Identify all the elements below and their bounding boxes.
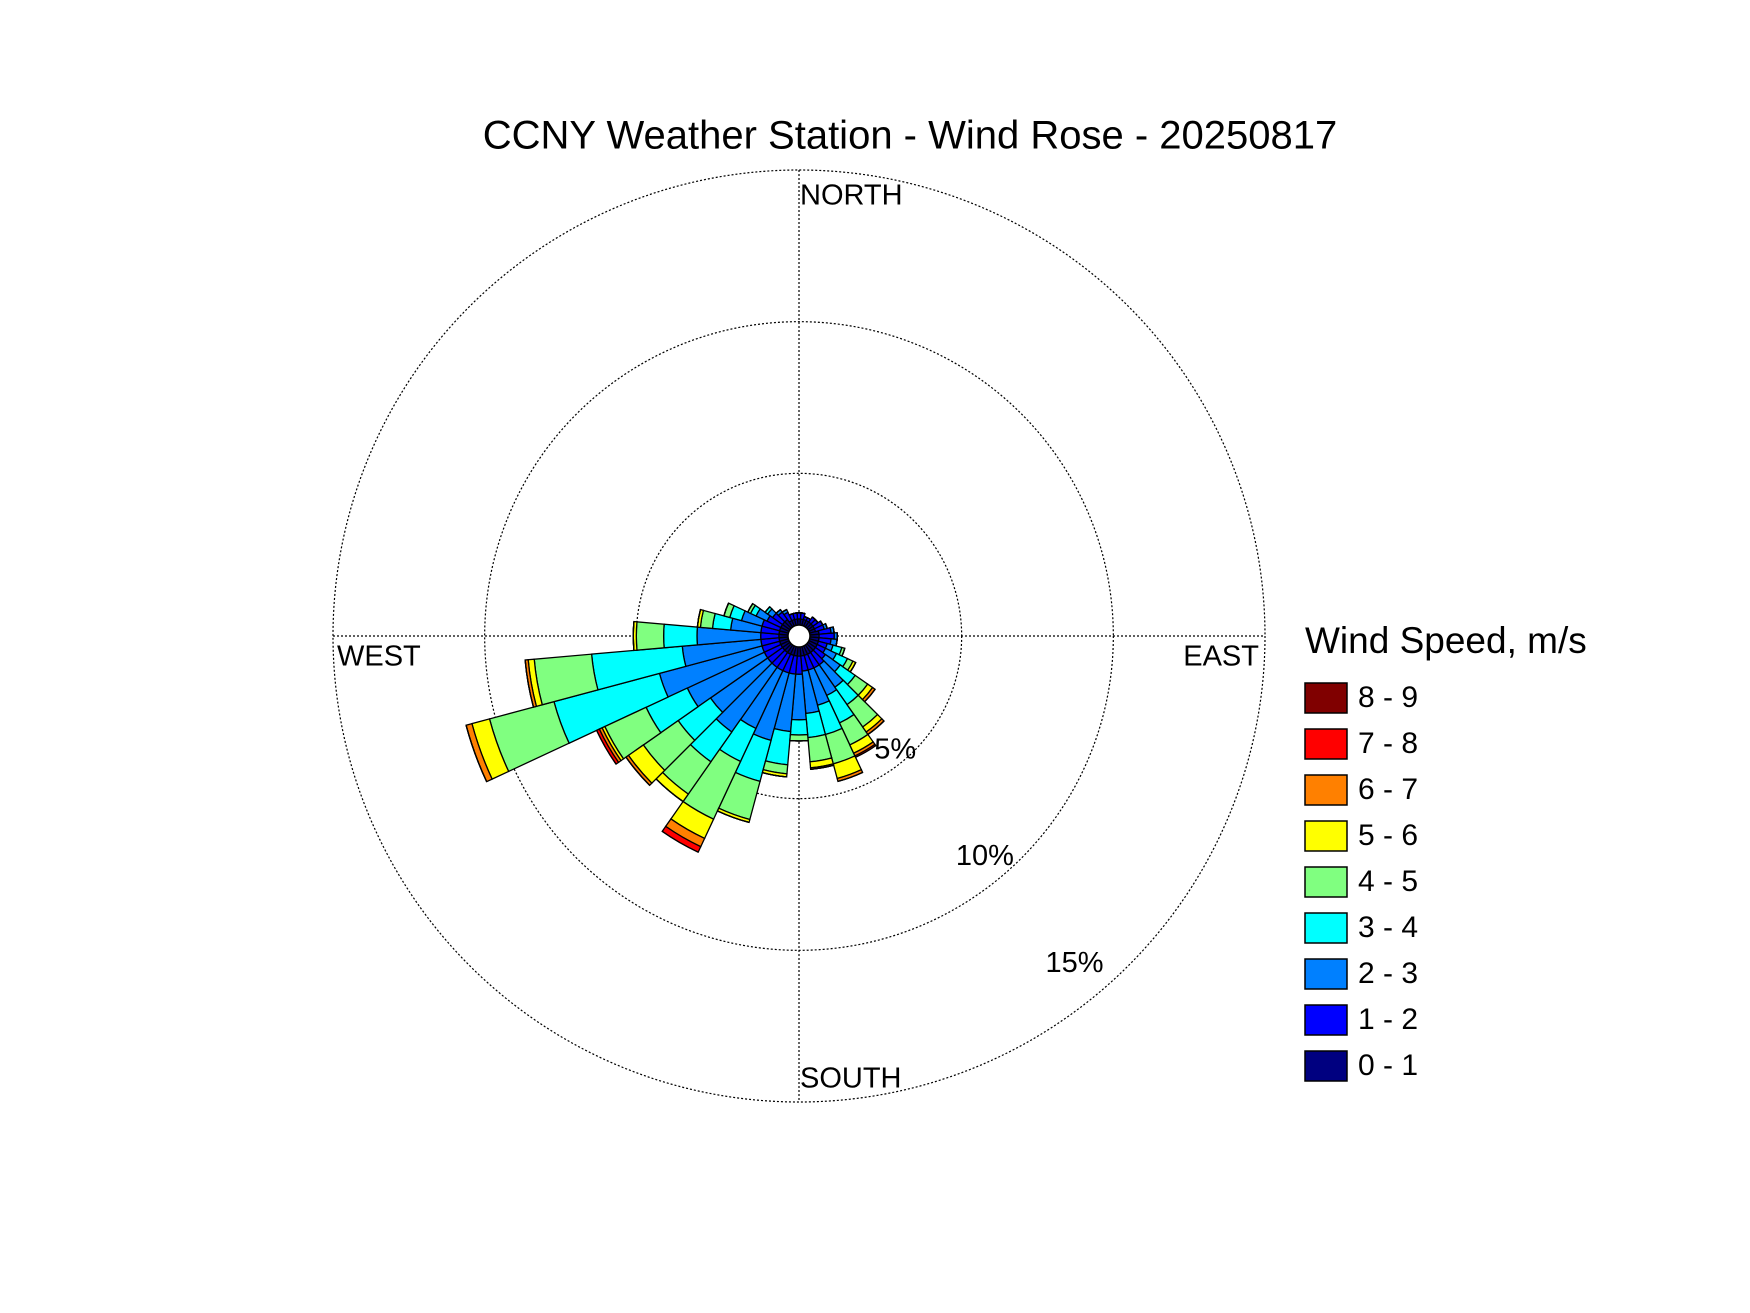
legend-swatch <box>1304 820 1348 852</box>
center-hole <box>787 624 811 648</box>
wedge <box>635 621 665 651</box>
ring-label: 5% <box>874 733 916 765</box>
wedge <box>819 620 824 626</box>
legend: 0 - 1 1 - 2 2 - 3 3 - 4 4 - 5 5 - 6 6 - 7 7 - 8… <box>1304 681 1418 1082</box>
wedge <box>814 619 819 624</box>
wedge <box>867 720 885 735</box>
wedge <box>632 621 635 651</box>
wedge <box>789 733 809 742</box>
wedge <box>837 771 863 783</box>
south-label: SOUTH <box>800 1063 902 1095</box>
legend-label: 0 - 1 <box>1358 1049 1418 1082</box>
wedge <box>764 606 771 613</box>
wedge <box>661 830 699 853</box>
wedge <box>800 612 806 615</box>
legend-title: Wind Speed, m/s <box>1305 620 1587 661</box>
legend-label: 6 - 7 <box>1358 773 1418 806</box>
legend-label: 2 - 3 <box>1358 957 1418 990</box>
wedge <box>596 730 617 765</box>
west-label: WEST <box>337 641 421 673</box>
legend-swatch <box>1304 1004 1348 1036</box>
wedge <box>789 718 809 736</box>
legend-swatch <box>1304 682 1348 714</box>
legend-label: 5 - 6 <box>1358 819 1418 852</box>
legend-label: 3 - 4 <box>1358 911 1418 944</box>
chart-title: CCNY Weather Station - Wind Rose - 20250… <box>483 114 1338 158</box>
legend-swatch <box>1304 1050 1348 1082</box>
legend-label: 1 - 2 <box>1358 1003 1418 1036</box>
wedge <box>655 778 684 803</box>
grid-ring <box>635 472 963 800</box>
grid-ring <box>484 321 1114 951</box>
wedge <box>849 662 857 673</box>
wedge <box>832 626 835 633</box>
legend-swatch <box>1304 912 1348 944</box>
ring-label: 15% <box>1046 947 1104 979</box>
legend-swatch <box>1304 774 1348 806</box>
legend-swatch <box>1304 958 1348 990</box>
wedge <box>864 688 876 703</box>
legend-swatch <box>1304 728 1348 760</box>
legend-label: 4 - 5 <box>1358 865 1418 898</box>
wedge <box>810 764 834 770</box>
wedge <box>717 810 750 824</box>
bars <box>465 602 885 854</box>
ring-label: 10% <box>956 840 1014 872</box>
legend-label: 8 - 9 <box>1358 681 1418 714</box>
wedge <box>841 648 846 657</box>
legend-swatch <box>1304 866 1348 898</box>
grid: 5% 10% 15% <box>332 169 1266 1103</box>
grid-ring <box>332 169 1266 1103</box>
wedge <box>662 623 699 649</box>
east-label: EAST <box>1183 641 1259 673</box>
wedge <box>792 612 798 615</box>
legend-label: 7 - 8 <box>1358 727 1418 760</box>
north-label: NORTH <box>800 180 903 212</box>
